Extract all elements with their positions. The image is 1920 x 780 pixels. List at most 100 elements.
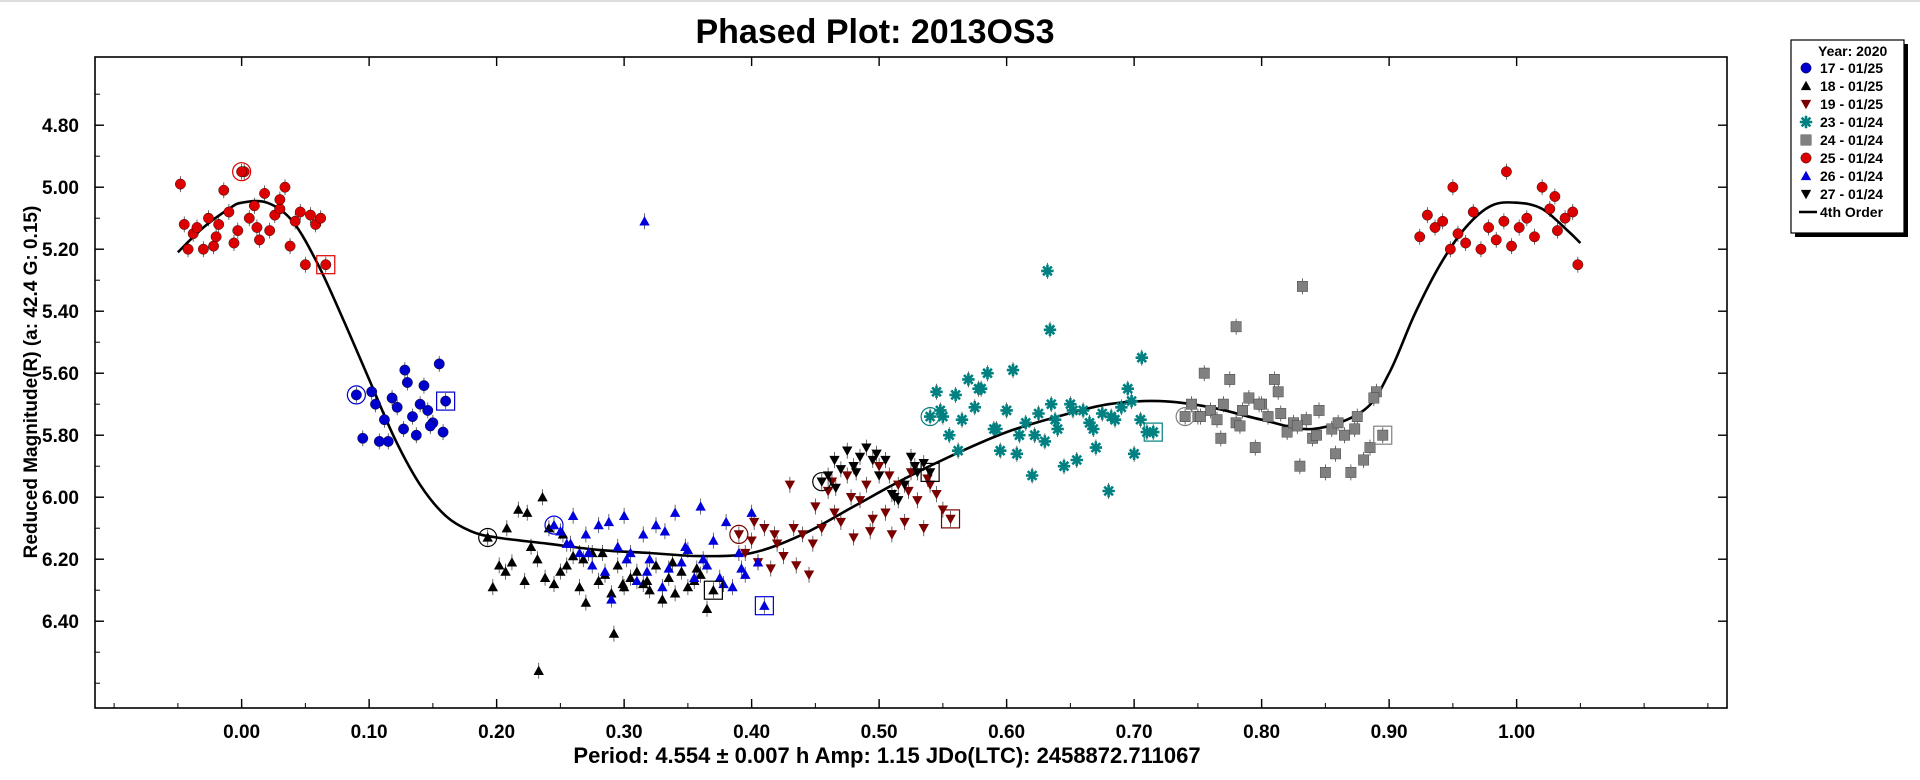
data-point <box>537 492 548 502</box>
data-point <box>861 480 872 490</box>
data-point <box>382 435 394 447</box>
data-point <box>612 541 623 551</box>
legend-marker <box>1800 170 1812 181</box>
series-4 <box>1179 281 1389 478</box>
data-point <box>1351 411 1363 422</box>
data-point <box>1134 413 1147 426</box>
data-point <box>401 377 413 388</box>
data-point <box>565 538 576 548</box>
data-point <box>533 665 544 675</box>
data-point <box>899 480 910 490</box>
data-point <box>259 187 270 199</box>
data-point <box>848 533 859 543</box>
y-tick-label: 5.00 <box>42 178 79 199</box>
data-point <box>1121 382 1134 395</box>
data-point <box>1345 467 1357 478</box>
data-point <box>810 502 821 512</box>
x-tick-label: 0.40 <box>733 722 770 743</box>
data-point <box>1198 367 1210 379</box>
data-point <box>1217 398 1229 410</box>
data-point <box>848 462 859 472</box>
data-point <box>232 225 244 237</box>
legend-entry-label: 17 - 01/25 <box>1820 60 1883 76</box>
data-point <box>612 560 623 570</box>
data-point <box>1070 453 1083 467</box>
data-point <box>746 507 757 517</box>
legend-marker <box>1800 62 1812 74</box>
data-point <box>1000 404 1013 417</box>
data-point <box>500 566 511 576</box>
data-point <box>274 203 286 215</box>
data-point <box>691 563 702 573</box>
data-point <box>746 536 757 546</box>
data-point <box>650 560 662 570</box>
data-point <box>689 572 700 582</box>
data-point <box>1521 212 1533 224</box>
data-point <box>951 444 965 457</box>
data-point <box>305 209 316 221</box>
data-point <box>657 594 668 604</box>
highlight-circle <box>346 385 366 405</box>
data-point <box>1291 420 1303 432</box>
data-point <box>350 389 362 401</box>
highlight-circle <box>544 515 564 535</box>
data-point <box>733 530 745 540</box>
data-point <box>1243 392 1255 404</box>
data-point <box>248 200 260 212</box>
data-point <box>1444 243 1456 255</box>
data-point <box>1041 264 1054 278</box>
data-point <box>399 364 411 376</box>
data-point <box>279 181 291 193</box>
data-point <box>886 530 898 540</box>
data-point <box>1326 423 1338 435</box>
data-point <box>493 560 505 570</box>
data-point <box>1051 422 1064 436</box>
legend-entry-label: 19 - 01/25 <box>1820 96 1883 112</box>
data-point <box>1358 454 1370 466</box>
data-point <box>943 429 956 442</box>
data-point <box>1437 215 1449 227</box>
data-point <box>1559 212 1571 224</box>
data-point <box>936 410 950 423</box>
data-point <box>1045 398 1058 411</box>
data-point <box>884 471 895 481</box>
data-point <box>641 566 653 576</box>
legend-entry-label: 23 - 01/24 <box>1820 114 1883 130</box>
data-point <box>228 237 240 249</box>
data-point <box>759 600 770 610</box>
data-point <box>618 510 630 520</box>
data-point <box>1028 429 1041 442</box>
series-7 <box>816 443 936 506</box>
data-point <box>981 367 994 380</box>
data-point <box>1013 429 1026 442</box>
data-point <box>644 585 655 595</box>
data-point <box>1087 422 1100 436</box>
data-point <box>871 449 882 459</box>
data-point <box>440 395 452 407</box>
data-point <box>1032 407 1045 420</box>
series-0 <box>350 358 452 447</box>
data-point <box>1249 442 1261 453</box>
data-point <box>1205 405 1217 416</box>
data-point <box>1501 166 1512 178</box>
data-point <box>740 548 751 559</box>
series-3 <box>923 264 1160 498</box>
series-6 <box>548 216 770 610</box>
data-point <box>1140 425 1154 439</box>
data-point <box>1048 413 1062 426</box>
data-point <box>1127 447 1141 460</box>
data-point <box>1234 420 1246 432</box>
data-point <box>899 517 910 528</box>
data-point <box>1452 228 1464 240</box>
footer-text: Period: 4.554 ± 0.007 h Amp: 1.15 JDo(LT… <box>573 743 1200 768</box>
y-tick-label: 6.40 <box>42 612 79 633</box>
data-point <box>532 554 543 564</box>
data-point <box>593 575 604 586</box>
data-point <box>433 358 445 370</box>
x-tick-label: 1.00 <box>1498 722 1535 743</box>
data-point <box>788 524 799 534</box>
data-point <box>210 231 222 243</box>
data-point <box>574 581 585 592</box>
data-point <box>845 493 857 503</box>
